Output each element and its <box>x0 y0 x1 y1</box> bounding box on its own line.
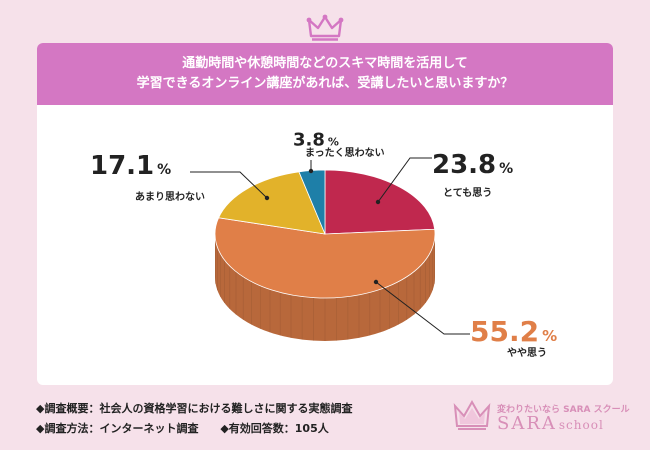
chart-title-line-1: 通勤時間や休憩時間などのスキマ時間を活用して <box>182 56 468 71</box>
brand-logo: SARA school <box>497 413 604 434</box>
crown-icon <box>306 14 344 41</box>
value-unit-2: % <box>157 162 171 178</box>
leader-dot-2 <box>264 195 270 201</box>
leader-dot-3 <box>308 168 314 174</box>
category-label-0: とても思う <box>443 187 492 199</box>
value-unit-0: % <box>499 161 513 177</box>
category-label-2: あまり思わない <box>135 190 205 203</box>
value-unit-1: % <box>542 327 557 345</box>
brand-logo-text: SARA <box>497 413 557 434</box>
category-label-1: やや思う <box>507 347 547 359</box>
brand-tagline: 変わりたいなら SARA スクール <box>497 405 630 415</box>
value-label-1: 55.2 <box>470 315 539 348</box>
leader-line-0 <box>377 157 432 203</box>
leader-dot-0 <box>375 199 381 205</box>
value-unit-3: % <box>328 135 339 148</box>
survey-respondents: ◆有効回答数：105人 <box>220 422 329 435</box>
chart-title-line-2: 学習できるオンライン講座があれば、受講したいと思いますか？ <box>136 76 514 91</box>
leader-line-1 <box>375 281 470 335</box>
leader-line-2 <box>190 171 268 199</box>
survey-details: ◆調査方法：インターネット調査 ◆有効回答数：105人 <box>36 420 347 436</box>
survey-method: ◆調査方法：インターネット調査 <box>36 422 199 435</box>
pie-slice-2 <box>218 171 326 235</box>
value-label-3: 3.8 <box>293 129 325 150</box>
leader-dot-1 <box>373 279 379 285</box>
value-label-2: 17.1 <box>90 151 154 181</box>
pie-slice-1 <box>214 217 436 299</box>
brand-logo-sub: school <box>558 418 604 432</box>
chart-title: 通勤時間や休憩時間などのスキマ時間を活用して 学習できるオンライン講座があれば、… <box>37 43 613 105</box>
category-label-3: まったく思わない <box>305 147 385 159</box>
brand-crown-icon <box>453 399 491 430</box>
value-label-0: 23.8 <box>432 150 496 180</box>
survey-summary: ◆調査概要：社会人の資格学習における難しさに関する実態調査 <box>36 402 353 415</box>
